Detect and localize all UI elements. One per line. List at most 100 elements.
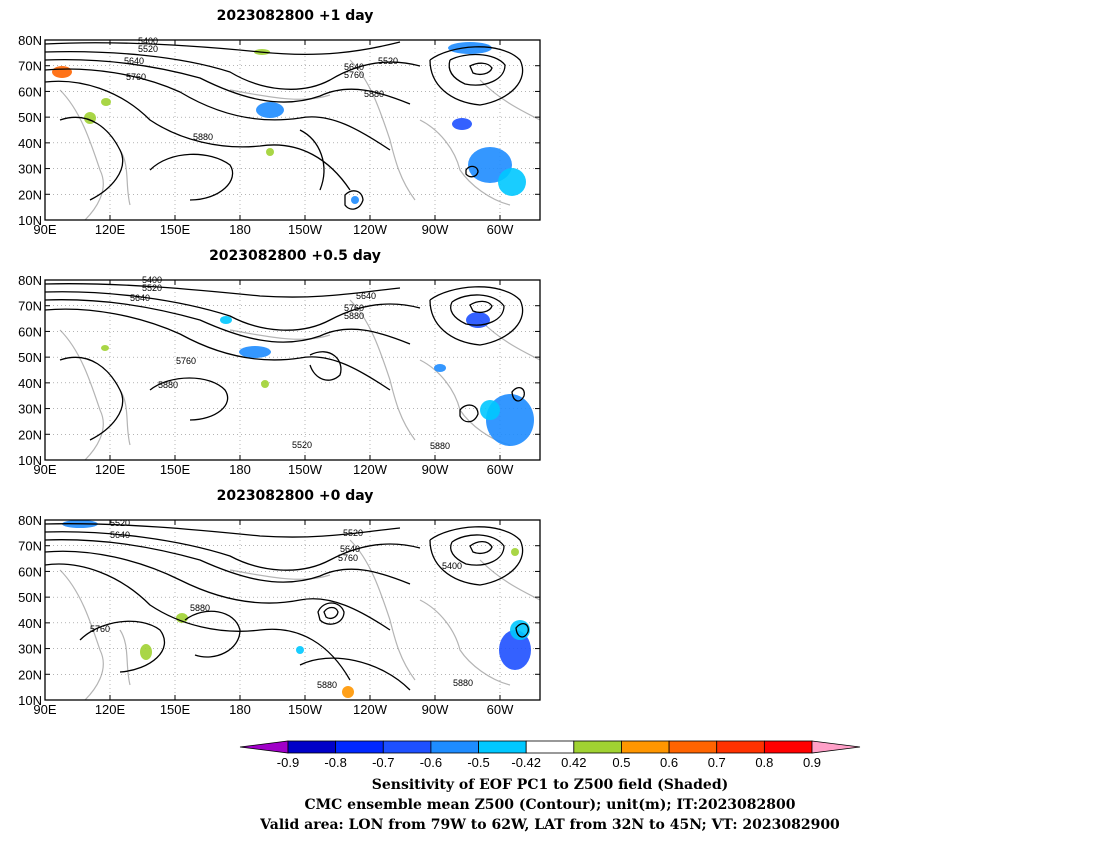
contour-label: 5640 [124, 56, 144, 66]
contour-label: 5760 [344, 70, 364, 80]
contour-line [44, 283, 401, 298]
colorbar: -0.9 -0.8 -0.7 -0.6 -0.5 -0.42 0.42 0.5 0.6 0.7 0.… [239, 740, 861, 770]
lat-tick-label: 70N [18, 539, 42, 554]
colorbar-tick-label: 0.7 [708, 755, 726, 770]
contour-line [450, 294, 505, 326]
contour-label: 5880 [364, 89, 384, 99]
contour-line [459, 404, 479, 423]
contour-line [469, 540, 493, 554]
lat-tick-label: 60N [18, 564, 42, 579]
lat-tick-label: 60N [18, 324, 42, 339]
contour-line [299, 657, 411, 691]
contour-label: 5880 [317, 680, 337, 690]
lon-tick-label: 150E [160, 462, 191, 477]
map-plot-area [45, 520, 540, 700]
contour-label: 5520 [292, 440, 312, 450]
lat-tick-label: 30N [18, 162, 42, 177]
contour-line [299, 129, 325, 191]
contour-label: 5880 [190, 603, 210, 613]
contour-line [44, 68, 391, 151]
contour-line [429, 46, 524, 106]
contour-line [429, 286, 524, 346]
lat-tick-label: 20N [18, 427, 42, 442]
contour-label: 5520 [110, 518, 130, 528]
contour-label: 5520 [378, 56, 398, 66]
colorbar-swatch [239, 740, 289, 754]
lon-tick-label: 60W [487, 462, 514, 477]
lat-tick-label: 20N [18, 667, 42, 682]
colorbar-swatch [811, 740, 861, 754]
lon-tick-label: 60W [487, 222, 514, 237]
colorbar-tick-label: 0.8 [755, 755, 773, 770]
contour-line [44, 308, 391, 391]
contour-line [79, 620, 166, 673]
z500-contours [44, 283, 525, 441]
z500-contours [44, 41, 524, 210]
contour-line [515, 623, 529, 638]
lon-tick-label: 120E [95, 702, 126, 717]
sensitivity-shading [62, 520, 531, 698]
panel-title: 2023082800 +0.5 day [209, 248, 381, 264]
lon-tick-label: 90E [33, 702, 56, 717]
contour-line [309, 351, 342, 381]
lat-tick-label: 80N [18, 513, 42, 528]
lon-tick-label: 90W [422, 702, 449, 717]
lon-tick-label: 150E [160, 702, 191, 717]
contour-label: 5880 [193, 132, 213, 142]
coastlines [59, 539, 541, 701]
colorbar-swatch [763, 740, 813, 754]
contour-line [44, 531, 421, 571]
colorbar-swatch [430, 740, 479, 754]
lat-tick-label: 30N [18, 402, 42, 417]
contour-label: 5760 [176, 356, 196, 366]
contour-label: 5520 [343, 528, 363, 538]
contour-line [44, 41, 401, 56]
lon-tick-label: 150E [160, 222, 191, 237]
colorbar-tick-label: -0.8 [324, 755, 346, 770]
panel-plus1day: 2023082800 +1 day 5400 5520 5640 5760 5880 55… [0, 0, 560, 240]
caption-line-2: CMC ensemble mean Z500 (Contour); unit(m… [304, 797, 796, 813]
contour-line [44, 291, 421, 331]
caption-line-1: Sensitivity of EOF PC1 to Z500 field (Sh… [371, 777, 729, 793]
contour-line [44, 58, 411, 105]
contour-label: 5400 [442, 561, 462, 571]
contour-line [511, 387, 525, 402]
grid-lines [45, 520, 540, 700]
lat-tick-label: 80N [18, 273, 42, 288]
contour-label: 5880 [344, 311, 364, 321]
map-plus0.5day: 5400552056405760588055205640576058805880… [18, 273, 541, 477]
contour-label: 5760 [338, 553, 358, 563]
lon-tick-label: 150W [288, 702, 323, 717]
contour-label: 5640 [356, 291, 376, 301]
contour-line [469, 300, 493, 313]
colorbar-swatch [716, 740, 765, 754]
panel-title: 2023082800 +0 day [216, 488, 374, 504]
contour-label: 5760 [90, 624, 110, 634]
lat-tick-label: 50N [18, 590, 42, 605]
colorbar-tick-label: -0.7 [372, 755, 394, 770]
colorbar-tick-label: -0.5 [467, 755, 489, 770]
lat-tick-label: 40N [18, 376, 42, 391]
lon-tick-label: 120W [353, 222, 388, 237]
lon-tick-label: 120E [95, 222, 126, 237]
contour-line [429, 526, 524, 586]
contour-label: 5640 [340, 544, 360, 554]
colorbar-tick-label: 0.9 [803, 755, 821, 770]
contour-line [184, 610, 241, 658]
z500-contours [44, 523, 529, 691]
colorbar-tick-label: 0.42 [561, 755, 586, 770]
contour-line [469, 62, 493, 75]
lat-tick-label: 10N [18, 453, 42, 468]
lat-tick-label: 70N [18, 299, 42, 314]
contour-line [317, 602, 345, 625]
map-frame [44, 39, 541, 221]
map-plot-area [45, 40, 540, 220]
colorbar-swatch [478, 740, 527, 754]
colorbar-swatch [668, 740, 718, 754]
contour-label: 5880 [158, 380, 178, 390]
lat-tick-label: 50N [18, 350, 42, 365]
